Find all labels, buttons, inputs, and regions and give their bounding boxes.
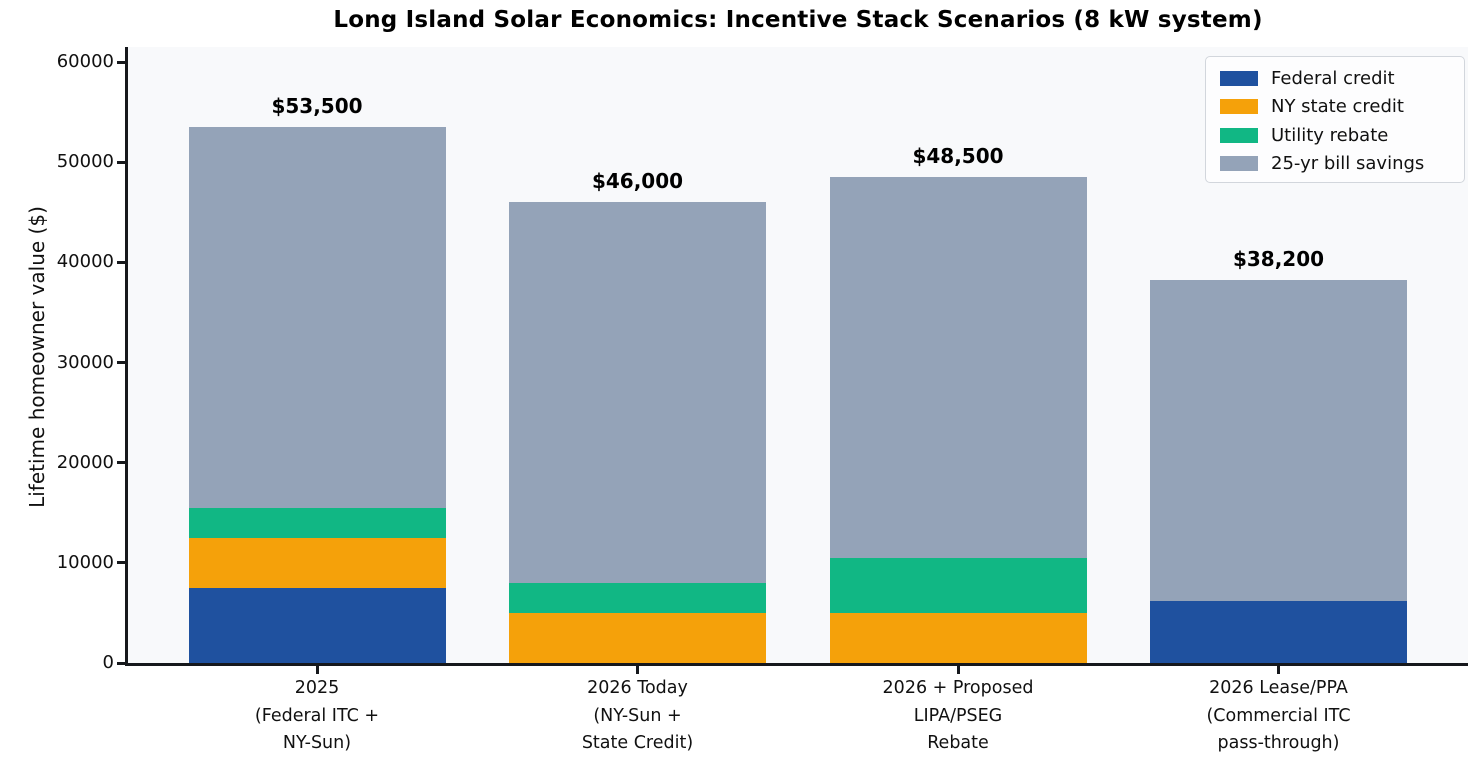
x-axis-spine [125, 663, 1468, 666]
legend-label: NY state credit [1271, 96, 1404, 118]
bar-segment [1150, 280, 1407, 601]
bar-segment [509, 612, 766, 663]
y-tick-mark [117, 60, 125, 64]
legend-label: Federal credit [1271, 67, 1395, 89]
x-tick-mark [315, 666, 319, 674]
bar-segment [829, 177, 1087, 558]
legend-item: Federal credit [1220, 64, 1464, 93]
bar-segment [829, 612, 1087, 663]
x-tick-label: 2026 + Proposed LIPA/PSEG Rebate [882, 678, 1034, 753]
bar-total-label: $53,500 [271, 94, 363, 119]
chart-title: Long Island Solar Economics: Incentive S… [333, 7, 1263, 33]
x-tick-label: 2026 Lease/PPA (Commercial ITC pass-throug… [1206, 678, 1351, 753]
legend-item: NY state credit [1220, 93, 1464, 122]
x-tick-mark [956, 666, 960, 674]
y-axis-spine [125, 47, 128, 666]
bar-segment [188, 537, 446, 588]
legend-label: 25-yr bill savings [1271, 153, 1425, 175]
y-tick-label: 30000 [56, 351, 114, 373]
y-tick-label: 10000 [56, 551, 114, 573]
y-tick-mark [117, 160, 125, 164]
legend-swatch [1220, 99, 1258, 115]
y-tick-mark [117, 561, 125, 565]
x-tick-mark [1277, 666, 1280, 674]
y-tick-mark [117, 260, 125, 264]
bar-total-label: $48,500 [912, 144, 1004, 169]
x-tick-mark [636, 666, 639, 674]
legend-swatch [1220, 127, 1258, 143]
bar-segment [509, 582, 766, 613]
legend-swatch [1220, 156, 1258, 172]
y-tick-mark [117, 361, 125, 364]
y-tick-label: 40000 [56, 251, 114, 273]
y-tick-label: 60000 [56, 51, 114, 73]
bar-segment [829, 557, 1087, 613]
legend-label: Utility rebate [1271, 124, 1389, 146]
x-tick-label: 2026 Today (NY-Sun + State Credit) [581, 678, 694, 753]
bar-segment [188, 127, 446, 508]
legend-item: Utility rebate [1220, 121, 1464, 150]
y-tick-label: 0 [102, 652, 114, 673]
bar-segment [188, 507, 446, 538]
y-tick-mark [117, 661, 125, 665]
legend: Federal credit NY state credit Utility reb… [1205, 56, 1465, 183]
bar-segment [509, 202, 766, 583]
y-tick-label: 50000 [56, 151, 114, 173]
bar-segment [188, 587, 446, 663]
legend-swatch [1220, 70, 1258, 86]
bar-total-label: $38,200 [1232, 247, 1325, 272]
bar-total-label: $46,000 [591, 169, 684, 194]
x-tick-label: 2025 (Federal ITC + NY-Sun) [254, 678, 380, 753]
y-tick-label: 20000 [56, 451, 114, 473]
legend-item: 25-yr bill savings [1220, 150, 1464, 179]
y-tick-mark [117, 461, 125, 465]
bar-segment [1150, 600, 1407, 663]
